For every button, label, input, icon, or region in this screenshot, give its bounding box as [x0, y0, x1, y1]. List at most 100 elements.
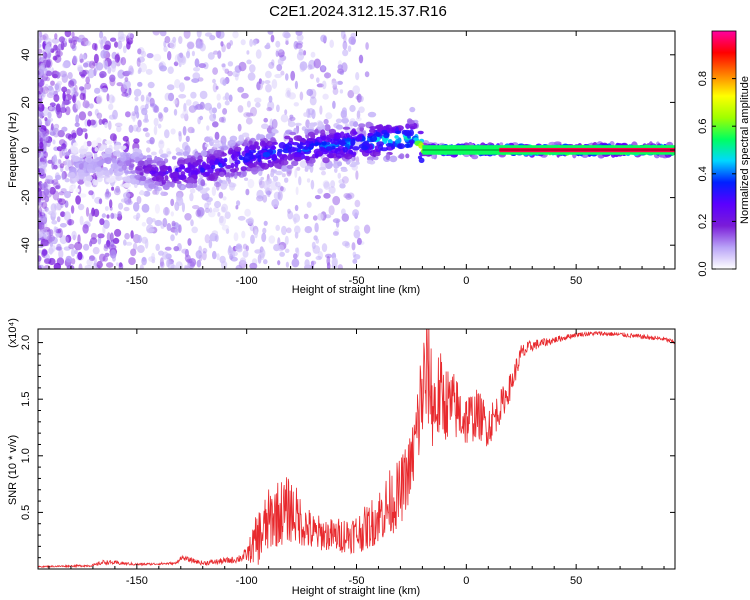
spectrogram-cell	[284, 235, 289, 245]
spectrogram-cell	[305, 119, 310, 129]
spectrogram-cell	[227, 246, 234, 257]
spectrogram-cell	[208, 239, 213, 249]
spectrogram-cell	[87, 157, 92, 164]
spectrogram-cell	[280, 186, 284, 192]
spectrogram-cell	[164, 207, 169, 216]
spectrogram-cell	[163, 206, 170, 216]
spectrogram-cell	[335, 124, 343, 130]
spectrogram-cell	[220, 147, 225, 152]
spectrogram-cell	[358, 54, 364, 64]
spectrogram-cell	[195, 161, 199, 167]
spectrogram-cell	[383, 132, 390, 139]
spectrogram-cell	[176, 159, 186, 167]
spectrogram-cell	[152, 31, 161, 36]
spectrogram-cell	[155, 243, 160, 251]
spectrogram-cell	[148, 183, 157, 189]
spectrogram-cell	[133, 88, 142, 97]
spectrogram-cell	[281, 173, 286, 178]
spectrogram-cell	[193, 67, 200, 72]
spectrogram-cell	[215, 170, 220, 175]
spectrogram-cell	[321, 148, 329, 155]
spectrogram-cell	[218, 191, 224, 199]
spectrogram-cell	[53, 226, 57, 233]
spectrogram-cell	[108, 120, 112, 130]
spectrogram-cell	[363, 224, 371, 234]
spectrogram-cell	[71, 248, 76, 257]
spectrogram-cell	[281, 225, 287, 236]
spectrogram-cell	[191, 158, 197, 162]
spectrogram-cell	[132, 124, 139, 132]
spectrogram-cell	[103, 170, 110, 177]
spectrogram-cell	[178, 224, 182, 234]
spectrogram-cell	[270, 145, 277, 150]
spectrogram-cell	[267, 190, 271, 198]
spectrogram-cell	[298, 48, 304, 56]
spectrogram-cell	[325, 146, 334, 151]
spectrogram-cell	[139, 172, 144, 177]
spectrogram-cell	[104, 122, 108, 129]
spectrogram-cell	[233, 232, 239, 242]
spectrogram-cell	[57, 129, 65, 138]
spectrogram-cell	[47, 111, 52, 119]
spectrogram-cell	[216, 102, 222, 109]
spectrogram-cell	[104, 194, 110, 200]
spectrogram-cell	[82, 69, 90, 75]
spectrogram-cell	[109, 232, 114, 242]
spectrogram-cell	[339, 89, 344, 94]
spectrogram-cell	[53, 262, 61, 269]
spectrogram-x-axis-label: Height of straight line (km)	[292, 284, 420, 296]
spectrogram-cell	[51, 38, 60, 44]
spectrogram-cell	[65, 234, 72, 243]
spectrogram-cell	[41, 86, 49, 94]
spectrogram-cell	[347, 90, 355, 99]
spectrogram-cell	[179, 82, 185, 93]
spectrogram-cell	[109, 74, 116, 83]
spectrogram-cell	[291, 258, 300, 268]
spectrogram-cell	[54, 33, 58, 40]
spectrogram-cell	[124, 77, 129, 82]
spectrogram-cell	[101, 213, 107, 218]
spectrogram-cell	[130, 230, 134, 239]
spectrogram-cell	[114, 228, 122, 237]
spectrogram-cell	[62, 91, 66, 102]
spectrogram-cell	[304, 259, 310, 268]
spectrogram-panel: -150 -100 -50 0 50 -40 -20 0 20 40 Height of stra…	[7, 30, 676, 296]
spectrogram-cell	[317, 213, 324, 221]
spectrogram-cell	[137, 48, 142, 55]
spectrogram-cell	[145, 68, 153, 75]
spectrogram-cell	[235, 264, 243, 269]
spectrogram-cell	[307, 131, 315, 137]
spectrogram-cell	[308, 157, 316, 164]
spectrogram-cell	[44, 37, 53, 46]
spectrogram-cell	[44, 133, 49, 142]
spectrogram-cell	[104, 60, 108, 70]
spectrogram-cell	[245, 112, 254, 117]
spectrogram-cell	[314, 153, 319, 158]
spectrogram-cell	[145, 132, 150, 138]
spectrogram-cell	[51, 179, 59, 185]
spectrogram-cell	[321, 64, 326, 71]
spectrogram-cell	[89, 103, 94, 109]
spectrogram-cell	[296, 166, 301, 171]
spectrogram-cell	[83, 141, 88, 149]
spectrogram-cell	[220, 206, 226, 213]
spectrogram-cell	[50, 48, 55, 53]
spectrogram-cell	[232, 251, 238, 257]
spectrogram-cell	[89, 119, 96, 126]
spectrogram-cell	[342, 240, 350, 247]
spectrogram-cell	[200, 167, 206, 173]
y-tick-label: 2.0	[20, 335, 32, 350]
spectrogram-cell	[55, 103, 61, 113]
spectrogram-cell	[154, 203, 160, 214]
spectrogram-cells	[38, 31, 675, 269]
spectrogram-cell	[92, 246, 100, 255]
spectrogram-cell	[111, 63, 116, 73]
spectrogram-cell	[56, 48, 61, 58]
spectrogram-cell	[136, 212, 141, 219]
spectrogram-cell	[146, 154, 152, 159]
colorbar-gradient	[711, 30, 737, 270]
spectrogram-cell	[204, 102, 212, 111]
spectrogram-cell	[38, 191, 42, 199]
spectrogram-cell	[55, 174, 62, 180]
spectrogram-cell	[228, 94, 233, 102]
